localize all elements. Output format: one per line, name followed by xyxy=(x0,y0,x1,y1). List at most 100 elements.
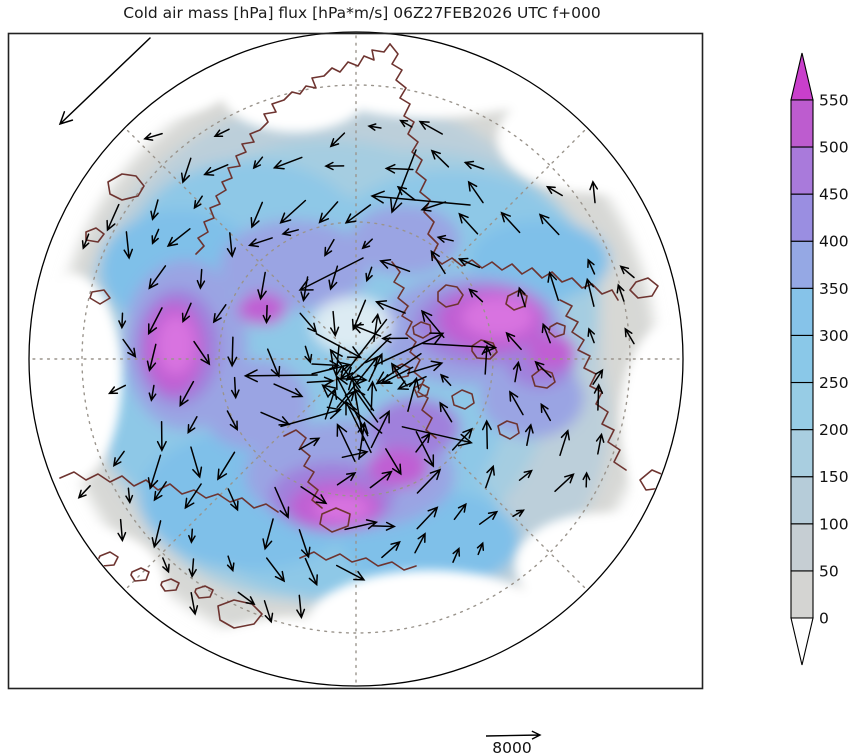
flux-arrow xyxy=(379,258,411,273)
coastline xyxy=(497,420,520,440)
flux-arrow xyxy=(451,427,474,451)
graticule xyxy=(30,33,682,685)
graticule-meridian xyxy=(355,358,588,591)
flux-arrow xyxy=(272,156,303,170)
flux-arrow xyxy=(257,271,267,301)
no-data-zone xyxy=(200,33,440,86)
flux-arrow xyxy=(123,231,134,260)
colorbar-under-arrow xyxy=(790,617,814,666)
flux-arrow xyxy=(328,265,339,291)
flux-arrow xyxy=(541,322,551,344)
flux-arrow xyxy=(237,591,256,606)
flux-arrow xyxy=(385,448,402,476)
flux-arrow xyxy=(227,488,239,512)
coastline xyxy=(393,363,411,379)
flux-arrow xyxy=(227,336,238,368)
flux-arrow xyxy=(243,369,318,383)
flux-arrow xyxy=(593,383,604,411)
flux-arrow xyxy=(468,288,484,303)
flux-arrow xyxy=(458,212,479,235)
flux-arrow xyxy=(509,390,524,416)
flux-arrow xyxy=(374,300,406,314)
flux-arrow xyxy=(296,594,306,620)
coastline xyxy=(559,299,627,471)
flux-arrow xyxy=(517,286,526,308)
flux-arrow xyxy=(321,384,383,434)
flux-arrow xyxy=(247,237,273,248)
colorbar-segment xyxy=(790,240,814,289)
flux-arrow xyxy=(414,532,426,554)
colorbar-segment xyxy=(790,146,814,195)
flux-arrows xyxy=(58,37,635,624)
colorbar-tick-label: 150 xyxy=(819,468,848,486)
colorbar-segment xyxy=(790,99,814,148)
coastline xyxy=(531,368,556,389)
flux-arrow xyxy=(180,157,192,184)
coastlines xyxy=(59,43,667,629)
flux-arrow xyxy=(416,468,442,494)
flux-arrow xyxy=(430,249,446,275)
colorbar-segment xyxy=(790,523,814,572)
flux-arrow xyxy=(476,541,485,556)
flux-arrow xyxy=(58,37,151,126)
colorbar-tick-label: 300 xyxy=(819,327,848,345)
flux-arrow xyxy=(336,355,379,409)
flux-arrow xyxy=(187,416,198,434)
flux-arrow xyxy=(500,211,521,234)
flux-arrow xyxy=(213,128,230,137)
flux-arrow xyxy=(430,149,450,168)
no-data-zone xyxy=(106,50,230,114)
flux-arrow xyxy=(329,310,340,338)
flux-arrow xyxy=(280,406,342,428)
flux-arrow xyxy=(212,304,227,324)
flux-arrow xyxy=(148,265,167,290)
flux-arrow xyxy=(181,302,192,324)
flux-arrow xyxy=(166,228,191,248)
flux-arrow xyxy=(439,401,453,423)
flux-arrow xyxy=(390,149,417,214)
flux-arrow xyxy=(624,327,635,345)
flux-arrow xyxy=(226,410,238,431)
colorbar-tick-label: 350 xyxy=(819,280,848,298)
flux-arrow xyxy=(263,600,274,624)
graticule-parallel xyxy=(218,221,494,497)
coastline xyxy=(389,43,443,265)
flux-arrow xyxy=(345,337,391,382)
no-data-zone xyxy=(515,513,682,617)
flux-arrow xyxy=(311,360,340,370)
flux-arrow xyxy=(298,257,364,291)
flux-arrow xyxy=(367,380,378,411)
graticule-meridian xyxy=(124,127,357,360)
coastline xyxy=(437,284,464,308)
contour-blob xyxy=(238,293,286,325)
coastline xyxy=(85,227,105,243)
flux-arrow xyxy=(545,185,563,197)
flux-arrow xyxy=(554,473,575,493)
flux-arrow xyxy=(143,132,163,141)
contour-blob xyxy=(200,360,310,450)
no-data-zone xyxy=(207,617,377,685)
colorbar-tick-label: 450 xyxy=(819,186,848,204)
flux-arrow xyxy=(148,384,157,402)
flux-arrow xyxy=(439,373,452,387)
flux-arrow xyxy=(151,228,160,245)
flux-arrow xyxy=(190,446,203,479)
flux-arrow xyxy=(370,409,390,449)
colorbar-segment xyxy=(790,476,814,525)
flux-arrow xyxy=(324,238,335,257)
coastline xyxy=(548,322,566,338)
graticule-parallel xyxy=(81,84,631,634)
flux-arrow xyxy=(117,518,127,543)
flux-arrow xyxy=(401,426,473,447)
flux-arrow xyxy=(361,238,373,250)
flux-arrow xyxy=(273,383,304,398)
colorbar: 0 50 100 150 200 250 300 350 400 450 500 550 xyxy=(790,52,848,666)
flux-arrow xyxy=(481,419,492,450)
coastline xyxy=(319,507,351,533)
coastline xyxy=(283,429,323,509)
flux-arrow xyxy=(335,564,366,581)
flux-arrow xyxy=(619,265,635,279)
flux-arrow xyxy=(156,421,167,452)
flux-arrow xyxy=(281,228,299,237)
flux-arrow xyxy=(188,558,197,579)
